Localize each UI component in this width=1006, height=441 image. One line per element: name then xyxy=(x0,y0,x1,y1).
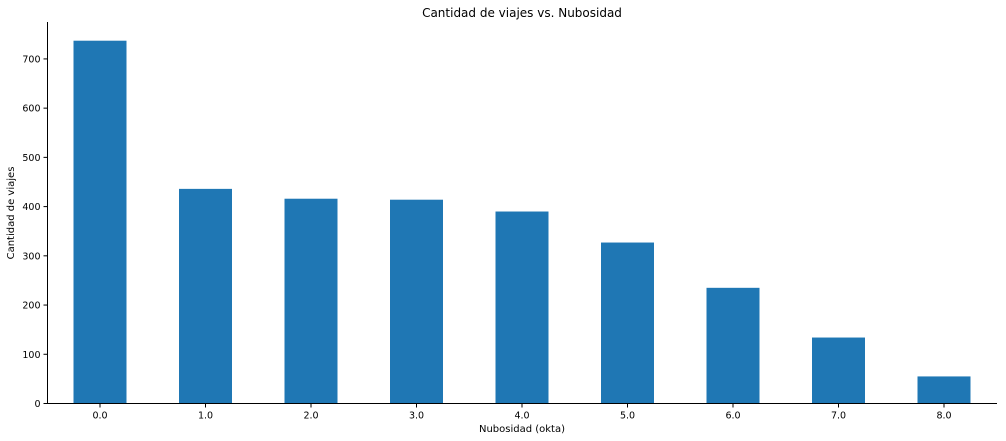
y-axis-label: Cantidad de viajes xyxy=(6,167,17,260)
chart-title: Cantidad de viajes vs. Nubosidad xyxy=(422,6,622,20)
y-tick-label: 200 xyxy=(22,301,40,312)
x-tick-label: 4.0 xyxy=(514,411,529,422)
bar-4.0 xyxy=(495,211,549,404)
x-tick-label: 8.0 xyxy=(936,411,951,422)
y-tick-label: 700 xyxy=(22,54,40,65)
x-tick-label: 2.0 xyxy=(303,411,318,422)
bars-group xyxy=(73,40,971,404)
y-tick-label: 300 xyxy=(22,251,40,262)
bar-8.0 xyxy=(917,376,971,404)
y-tick-label: 600 xyxy=(22,104,40,115)
x-tick-label: 7.0 xyxy=(831,411,846,422)
x-tick-label: 5.0 xyxy=(620,411,635,422)
x-axis: 0.0 1.0 2.0 3.0 4.0 5.0 6.0 7.0 8.0 xyxy=(92,403,952,422)
y-tick-label: 500 xyxy=(22,153,40,164)
y-tick-label: 0 xyxy=(34,399,40,410)
x-tick-label: 6.0 xyxy=(725,411,740,422)
bar-6.0 xyxy=(706,287,760,404)
bar-5.0 xyxy=(601,242,654,404)
bar-1.0 xyxy=(179,188,232,404)
y-tick-label: 400 xyxy=(22,202,40,213)
x-axis-label: Nubosidad (okta) xyxy=(479,424,565,435)
bar-3.0 xyxy=(390,199,443,404)
bar-7.0 xyxy=(812,337,865,404)
x-tick-label: 3.0 xyxy=(409,411,424,422)
x-tick-label: 1.0 xyxy=(198,411,213,422)
y-axis: 0 100 200 300 400 500 600 700 xyxy=(22,54,48,410)
bar-0.0 xyxy=(73,40,127,404)
y-tick-label: 100 xyxy=(22,350,40,361)
x-tick-label: 0.0 xyxy=(92,411,107,422)
bar-2.0 xyxy=(284,198,338,404)
